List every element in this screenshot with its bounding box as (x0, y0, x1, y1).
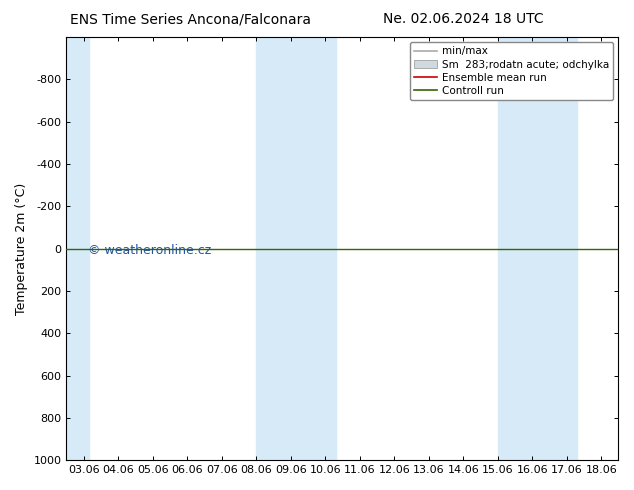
Bar (498, 37, 577, 460)
Text: © weatheronline.cz: © weatheronline.cz (89, 244, 212, 257)
Text: Ne. 02.06.2024 18 UTC: Ne. 02.06.2024 18 UTC (382, 12, 543, 26)
Bar (256, 37, 335, 460)
Bar (67, 37, 89, 460)
Text: ENS Time Series Ancona/Falconara: ENS Time Series Ancona/Falconara (70, 12, 311, 26)
Y-axis label: Temperature 2m (°C): Temperature 2m (°C) (15, 182, 28, 315)
Legend: min/max, Sm  283;rodatn acute; odchylka, Ensemble mean run, Controll run: min/max, Sm 283;rodatn acute; odchylka, … (410, 42, 613, 100)
